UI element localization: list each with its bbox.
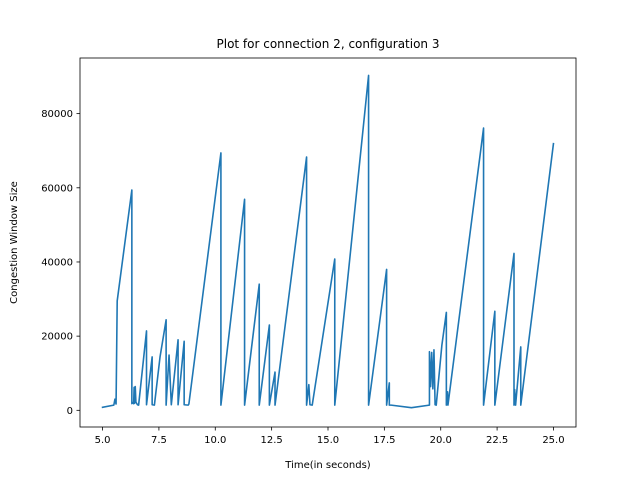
x-tick-label: 22.5 (486, 435, 508, 446)
x-tick-label: 7.5 (151, 435, 167, 446)
y-tick-label: 40000 (41, 257, 73, 268)
y-tick-label: 80000 (41, 109, 73, 120)
y-tick-label: 20000 (41, 332, 73, 343)
x-axis-label: Time(in seconds) (284, 460, 371, 471)
x-axis-ticks: 5.0 7.5 10.0 12.5 15.0 17.5 20.0 22.5 25.0 (95, 427, 565, 446)
x-tick-label: 12.5 (261, 435, 283, 446)
x-tick-label: 17.5 (373, 435, 395, 446)
x-tick-label: 10.0 (204, 435, 226, 446)
series-line-1 (101, 74, 555, 409)
x-tick-label: 20.0 (430, 435, 452, 446)
y-axis-ticks: 0 20000 40000 60000 80000 (41, 109, 80, 417)
x-tick-label: 15.0 (317, 435, 339, 446)
x-tick-label: 5.0 (95, 435, 111, 446)
chart-title: Plot for connection 2, configuration 3 (217, 37, 440, 51)
y-axis-label: Congestion Window Size (9, 181, 20, 304)
x-tick-label: 25.0 (542, 435, 564, 446)
y-tick-label: 0 (67, 406, 73, 417)
y-tick-label: 60000 (41, 183, 73, 194)
